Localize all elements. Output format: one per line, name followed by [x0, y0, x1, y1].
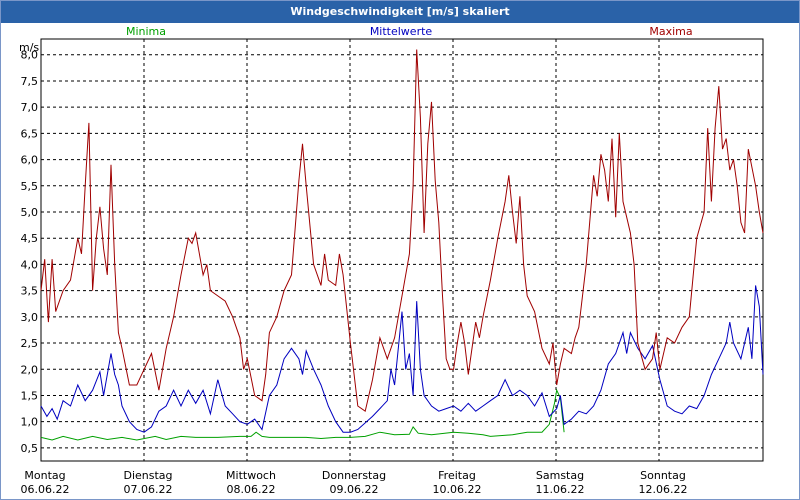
day-date-label: 08.06.22 [227, 483, 276, 496]
y-tick-label: 1,5 [21, 389, 39, 402]
day-weekday-label: Mittwoch [226, 469, 276, 482]
series-line-minima [40, 388, 565, 441]
y-tick-label: 6,5 [21, 127, 39, 140]
legend-mittelwerte: Mittelwerte [370, 25, 433, 38]
legend-maxima: Maxima [649, 25, 692, 38]
y-tick-label: 6,0 [21, 154, 39, 167]
y-tick-label: 7,5 [21, 75, 39, 88]
day-date-label: 06.06.22 [21, 483, 70, 496]
day-date-label: 10.06.22 [433, 483, 482, 496]
day-weekday-label: Sonntag [640, 469, 686, 482]
wind-speed-chart: 0,5 1,0 1,5 2,0 2,5 3,0 3,5 4,0 4,5 5,0 5,5 6,0 6,5 7… [19, 25, 764, 496]
day-date-label: 12.06.22 [639, 483, 688, 496]
y-axis-label: m/s [19, 41, 39, 54]
series-line-mittelwerte [40, 285, 764, 433]
day-weekday-label: Donnerstag [322, 469, 386, 482]
day-weekday-label: Freitag [438, 469, 476, 482]
y-tick-label: 5,5 [21, 180, 39, 193]
y-tick-label: 3,5 [21, 285, 39, 298]
y-tick-label: 7,0 [21, 101, 39, 114]
legend-minima: Minima [126, 25, 166, 38]
y-tick-label: 3,0 [21, 311, 39, 324]
day-weekday-label: Montag [24, 469, 65, 482]
day-date-label: 11.06.22 [536, 483, 585, 496]
y-tick-label: 2,5 [21, 337, 39, 350]
day-date-label: 07.06.22 [124, 483, 173, 496]
y-tick-label: 8,0 [21, 49, 39, 62]
y-tick-label: 4,5 [21, 232, 39, 245]
y-tick-label: 0,5 [21, 442, 39, 455]
day-date-label: 09.06.22 [330, 483, 379, 496]
day-weekday-label: Samstag [536, 469, 584, 482]
window-title: Windgeschwindigkeit [m/s] skaliert [1, 1, 799, 23]
y-tick-label: 1,0 [21, 416, 39, 429]
series-line-maxima [40, 49, 764, 413]
day-weekday-label: Dienstag [123, 469, 172, 482]
y-tick-label: 5,0 [21, 206, 39, 219]
y-tick-label: 4,0 [21, 258, 39, 271]
plot-frame [40, 38, 764, 462]
y-tick-label: 2,0 [21, 363, 39, 376]
